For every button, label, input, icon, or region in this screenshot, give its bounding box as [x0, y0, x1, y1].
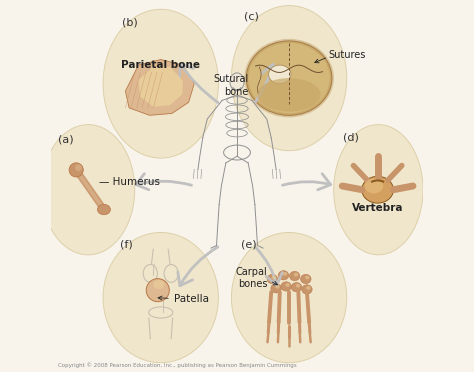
Text: Patella: Patella: [158, 295, 209, 304]
Text: Copyright © 2008 Pearson Education, Inc., publishing as Pearson Benjamin Cumming: Copyright © 2008 Pearson Education, Inc.…: [58, 362, 297, 368]
FancyArrowPatch shape: [283, 174, 331, 190]
Ellipse shape: [365, 179, 383, 193]
Ellipse shape: [362, 176, 393, 203]
Ellipse shape: [269, 65, 291, 84]
FancyArrowPatch shape: [255, 64, 278, 102]
Ellipse shape: [285, 283, 290, 287]
Ellipse shape: [231, 6, 347, 151]
FancyArrowPatch shape: [180, 64, 218, 103]
Ellipse shape: [301, 275, 311, 284]
Ellipse shape: [230, 73, 244, 91]
Text: Parietal bone: Parietal bone: [121, 60, 200, 70]
Text: — Humerus: — Humerus: [100, 177, 160, 187]
Ellipse shape: [302, 285, 312, 294]
Text: (b): (b): [122, 17, 137, 27]
Ellipse shape: [257, 78, 321, 112]
Text: (a): (a): [58, 135, 74, 144]
Ellipse shape: [103, 9, 219, 158]
Ellipse shape: [103, 232, 219, 363]
Polygon shape: [126, 60, 194, 115]
Ellipse shape: [278, 271, 289, 280]
Polygon shape: [138, 67, 183, 107]
Ellipse shape: [294, 273, 298, 276]
Ellipse shape: [306, 286, 310, 290]
Ellipse shape: [267, 275, 278, 284]
FancyArrowPatch shape: [178, 247, 218, 286]
Ellipse shape: [296, 284, 300, 288]
Ellipse shape: [281, 282, 292, 291]
Ellipse shape: [275, 285, 280, 289]
Text: Sutural
bone: Sutural bone: [213, 74, 248, 97]
Ellipse shape: [283, 272, 287, 276]
Text: Sutures: Sutures: [328, 50, 365, 60]
Ellipse shape: [42, 125, 135, 255]
Ellipse shape: [98, 204, 110, 215]
Ellipse shape: [75, 164, 82, 171]
FancyArrowPatch shape: [136, 174, 191, 190]
Text: Carpal
bones: Carpal bones: [236, 267, 267, 289]
Text: (c): (c): [245, 12, 259, 22]
Ellipse shape: [290, 272, 300, 281]
Ellipse shape: [272, 276, 276, 279]
Ellipse shape: [146, 279, 169, 302]
Text: (e): (e): [241, 240, 256, 250]
Text: (d): (d): [343, 133, 359, 142]
Ellipse shape: [334, 125, 423, 255]
Ellipse shape: [271, 284, 281, 293]
Ellipse shape: [246, 41, 332, 115]
Ellipse shape: [153, 280, 164, 289]
Ellipse shape: [231, 232, 347, 363]
Text: Vertebra: Vertebra: [352, 203, 403, 213]
Ellipse shape: [305, 276, 310, 279]
Ellipse shape: [292, 283, 302, 292]
Ellipse shape: [69, 163, 83, 177]
FancyArrowPatch shape: [255, 247, 283, 285]
Text: (f): (f): [120, 240, 133, 250]
